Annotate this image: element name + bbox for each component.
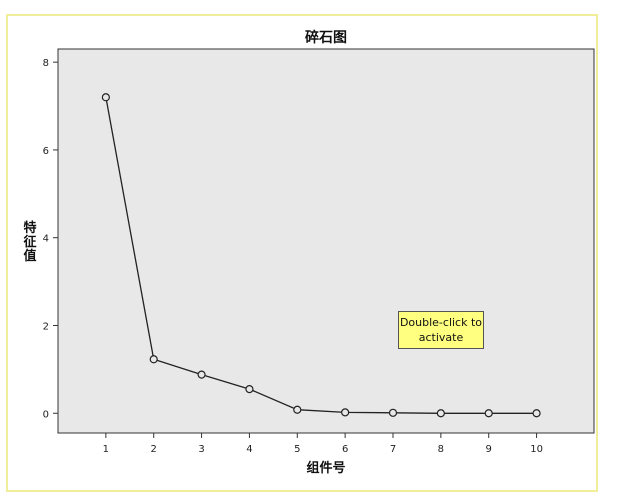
x-tick-label: 8 xyxy=(438,444,444,455)
x-tick-label: 6 xyxy=(342,444,348,455)
x-tick-label: 3 xyxy=(198,444,204,455)
y-tick-label: 8 xyxy=(43,58,49,69)
data-point xyxy=(101,93,110,102)
y-axis-label-char: 特 xyxy=(23,220,36,236)
x-tick-label: 4 xyxy=(246,444,252,455)
data-point xyxy=(484,409,493,418)
data-point xyxy=(197,370,206,379)
plot-area xyxy=(57,48,595,434)
y-axis-label: 特征值 xyxy=(23,220,36,264)
data-point xyxy=(341,408,350,417)
data-point xyxy=(436,409,445,418)
y-tick-label: 0 xyxy=(43,409,49,420)
y-tick-label: 4 xyxy=(43,234,49,245)
series-line xyxy=(105,97,537,414)
y-axis-label-char: 征 xyxy=(23,234,36,250)
y-axis: 0 2 4 6 8 xyxy=(43,58,58,420)
x-tick-label: 9 xyxy=(486,444,492,455)
data-point xyxy=(149,355,158,364)
activate-hint-line2: activate xyxy=(418,331,464,344)
activate-hint-box[interactable]: Double-click to activate xyxy=(398,311,484,349)
data-point xyxy=(532,409,541,418)
x-axis: 1 2 3 4 5 6 7 8 9 10 xyxy=(103,433,543,455)
data-point xyxy=(388,408,398,417)
x-tick-label: 5 xyxy=(294,444,300,455)
x-tick-label: 10 xyxy=(530,444,543,455)
data-points xyxy=(101,93,541,418)
x-axis-label: 组件号 xyxy=(306,460,345,476)
data-point xyxy=(245,385,254,394)
y-tick-label: 6 xyxy=(43,146,49,157)
y-axis-label-char: 值 xyxy=(23,248,36,264)
activate-hint-line1: Double-click to xyxy=(399,316,483,329)
chart-title: 碎石图 xyxy=(305,29,347,46)
y-tick-label: 2 xyxy=(43,321,49,332)
x-tick-label: 7 xyxy=(390,444,396,455)
x-tick-label: 2 xyxy=(151,444,157,455)
data-point xyxy=(293,405,302,414)
x-tick-label: 1 xyxy=(103,444,109,455)
